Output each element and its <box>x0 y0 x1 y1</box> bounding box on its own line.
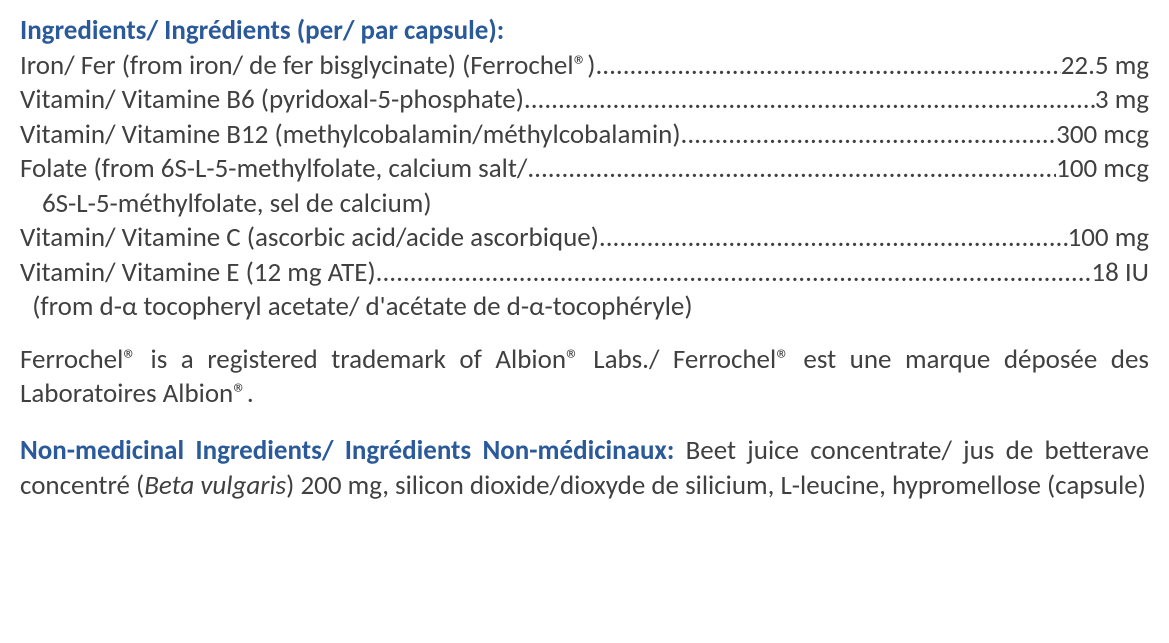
dot-leader: ........................................… <box>527 152 1056 187</box>
ingredient-continuation: 6S-L-5-méthylfolate, sel de calcium) <box>20 187 1149 222</box>
ingredient-amount: 100 mg <box>1068 221 1149 256</box>
non-medicinal-heading: Non-medicinal Ingredients/ Ingrédients N… <box>20 434 674 467</box>
ingredient-list: Iron/ Fer (from iron/ de fer bisglycinat… <box>20 49 1149 325</box>
ingredient-continuation: (from d-α tocopheryl acetate/ d'acétate … <box>20 290 1149 325</box>
ingredient-amount: 300 mcg <box>1056 118 1149 153</box>
ingredient-name: Vitamin/ Vitamine E (12 mg ATE) <box>20 256 376 291</box>
ingredient-amount: 22.5 mg <box>1061 49 1149 84</box>
non-medicinal-text-post: ) 200 mg, silicon dioxide/dioxyde de sil… <box>286 469 1146 502</box>
trademark-note: Ferrochel® is a registered trademark of … <box>20 343 1149 412</box>
dot-leader: ........................................… <box>376 256 1092 291</box>
ingredient-amount: 3 mg <box>1095 83 1149 118</box>
ingredient-name: Vitamin/ Vitamine B12 (methylcobalamin/m… <box>20 118 681 153</box>
ingredient-row: Vitamin/ Vitamine E (12 mg ATE).........… <box>20 256 1149 291</box>
ingredient-row: Vitamin/ Vitamine B12 (methylcobalamin/m… <box>20 118 1149 153</box>
ingredient-row: Folate (from 6S-L-5-methylfolate, calciu… <box>20 152 1149 187</box>
ingredient-name: Folate (from 6S-L-5-methylfolate, calciu… <box>20 152 527 187</box>
ingredient-row: Vitamin/ Vitamine C (ascorbic acid/acide… <box>20 221 1149 256</box>
non-medicinal-italic: Beta vulgaris <box>144 469 286 502</box>
ingredient-name: Vitamin/ Vitamine C (ascorbic acid/acide… <box>20 221 599 256</box>
ingredient-name: Iron/ Fer (from iron/ de fer bisglycinat… <box>20 49 595 84</box>
dot-leader: ........................................… <box>599 221 1068 256</box>
ingredient-row: Vitamin/ Vitamine B6 (pyridoxal-5-phosph… <box>20 83 1149 118</box>
dot-leader: ........................................… <box>595 49 1060 84</box>
non-medicinal-section: Non-medicinal Ingredients/ Ingrédients N… <box>20 434 1149 503</box>
dot-leader: ........................................… <box>681 118 1057 153</box>
ingredients-heading: Ingredients/ Ingrédients (per/ par capsu… <box>20 14 1149 49</box>
dot-leader: ........................................… <box>524 83 1095 118</box>
ingredient-name: Vitamin/ Vitamine B6 (pyridoxal-5-phosph… <box>20 83 524 118</box>
ingredient-amount: 18 IU <box>1091 256 1149 291</box>
ingredient-row: Iron/ Fer (from iron/ de fer bisglycinat… <box>20 49 1149 84</box>
ingredient-amount: 100 mcg <box>1056 152 1149 187</box>
